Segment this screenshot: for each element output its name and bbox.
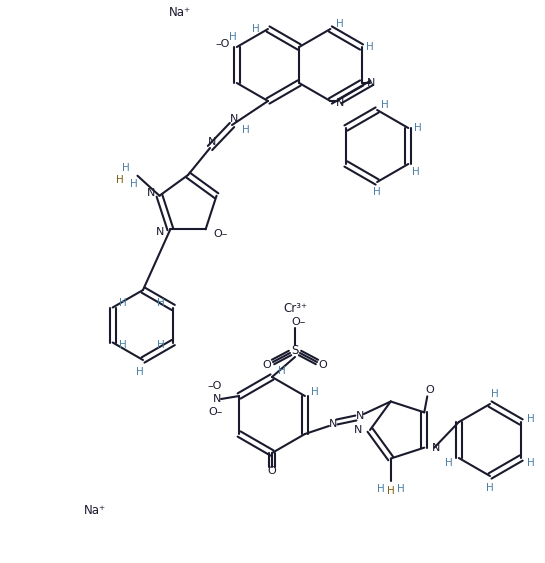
Text: N: N bbox=[147, 187, 156, 198]
Text: H: H bbox=[413, 167, 420, 177]
Text: H: H bbox=[336, 19, 344, 29]
Text: S: S bbox=[292, 343, 299, 356]
Text: N: N bbox=[329, 419, 337, 429]
Text: H: H bbox=[229, 32, 237, 42]
Text: H: H bbox=[158, 341, 165, 351]
Text: Na⁺: Na⁺ bbox=[84, 503, 106, 516]
Text: N: N bbox=[367, 78, 376, 88]
Text: O: O bbox=[319, 360, 328, 370]
Text: N: N bbox=[156, 227, 165, 237]
Text: O: O bbox=[268, 466, 276, 476]
Text: N: N bbox=[230, 114, 238, 124]
Text: N: N bbox=[354, 425, 362, 435]
Text: H: H bbox=[158, 297, 165, 307]
Text: H: H bbox=[130, 178, 137, 189]
Text: H: H bbox=[414, 123, 422, 133]
Text: –O: –O bbox=[216, 39, 230, 49]
Text: H: H bbox=[311, 387, 319, 397]
Text: H: H bbox=[377, 484, 385, 494]
Text: H: H bbox=[528, 458, 535, 468]
Text: H: H bbox=[528, 414, 535, 424]
Text: O: O bbox=[425, 385, 434, 395]
Text: H: H bbox=[445, 458, 453, 468]
Text: N: N bbox=[432, 443, 440, 453]
Text: H: H bbox=[382, 100, 389, 110]
Text: Cr³⁺: Cr³⁺ bbox=[283, 302, 307, 315]
Text: O–: O– bbox=[214, 229, 228, 239]
Text: N: N bbox=[356, 411, 364, 421]
Text: O: O bbox=[263, 360, 271, 370]
Text: H: H bbox=[491, 389, 499, 399]
Text: H: H bbox=[136, 367, 144, 377]
Text: H: H bbox=[486, 483, 494, 493]
Text: H: H bbox=[373, 187, 381, 197]
Text: H: H bbox=[387, 485, 395, 495]
Text: H: H bbox=[242, 125, 250, 135]
Text: H: H bbox=[119, 297, 126, 307]
Text: N: N bbox=[213, 394, 221, 404]
Text: H: H bbox=[397, 484, 404, 494]
Text: H: H bbox=[252, 24, 260, 34]
Text: H: H bbox=[366, 42, 373, 52]
Text: H: H bbox=[119, 341, 126, 351]
Text: N: N bbox=[208, 137, 216, 147]
Text: H: H bbox=[278, 366, 286, 376]
Text: H: H bbox=[122, 163, 129, 173]
Text: Na⁺: Na⁺ bbox=[169, 7, 191, 20]
Text: N: N bbox=[336, 98, 344, 108]
Text: O–: O– bbox=[292, 317, 306, 327]
Text: O–: O– bbox=[208, 407, 222, 417]
Text: –O: –O bbox=[208, 381, 222, 391]
Text: H: H bbox=[116, 175, 123, 185]
